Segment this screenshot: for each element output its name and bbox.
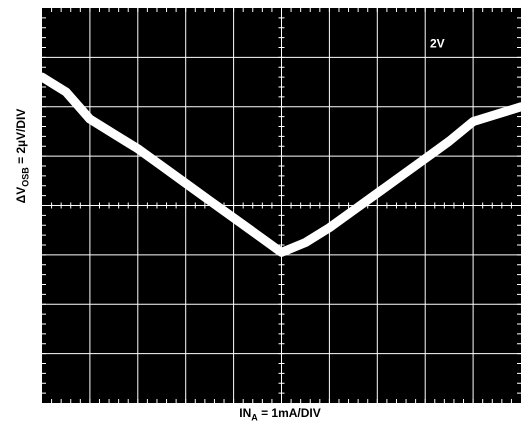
x-axis-label-sub: A bbox=[251, 412, 258, 423]
y-axis-label-sub: OSB bbox=[20, 167, 31, 187]
x-axis-label: INA = 1mA/DIV bbox=[0, 406, 521, 422]
y-axis-label-rest: = 2µV/DIV bbox=[14, 108, 28, 168]
x-axis-label-rest: = 1mA/DIV bbox=[257, 406, 321, 420]
trace-line bbox=[37, 72, 521, 257]
annotation-label: 2V bbox=[430, 37, 445, 51]
y-axis-label: ΔVOSB = 2µV/DIV bbox=[14, 6, 30, 306]
y-axis-label-main: ΔV bbox=[14, 186, 28, 204]
x-axis-label-main: IN bbox=[239, 406, 252, 420]
minor-ticks bbox=[42, 8, 521, 403]
